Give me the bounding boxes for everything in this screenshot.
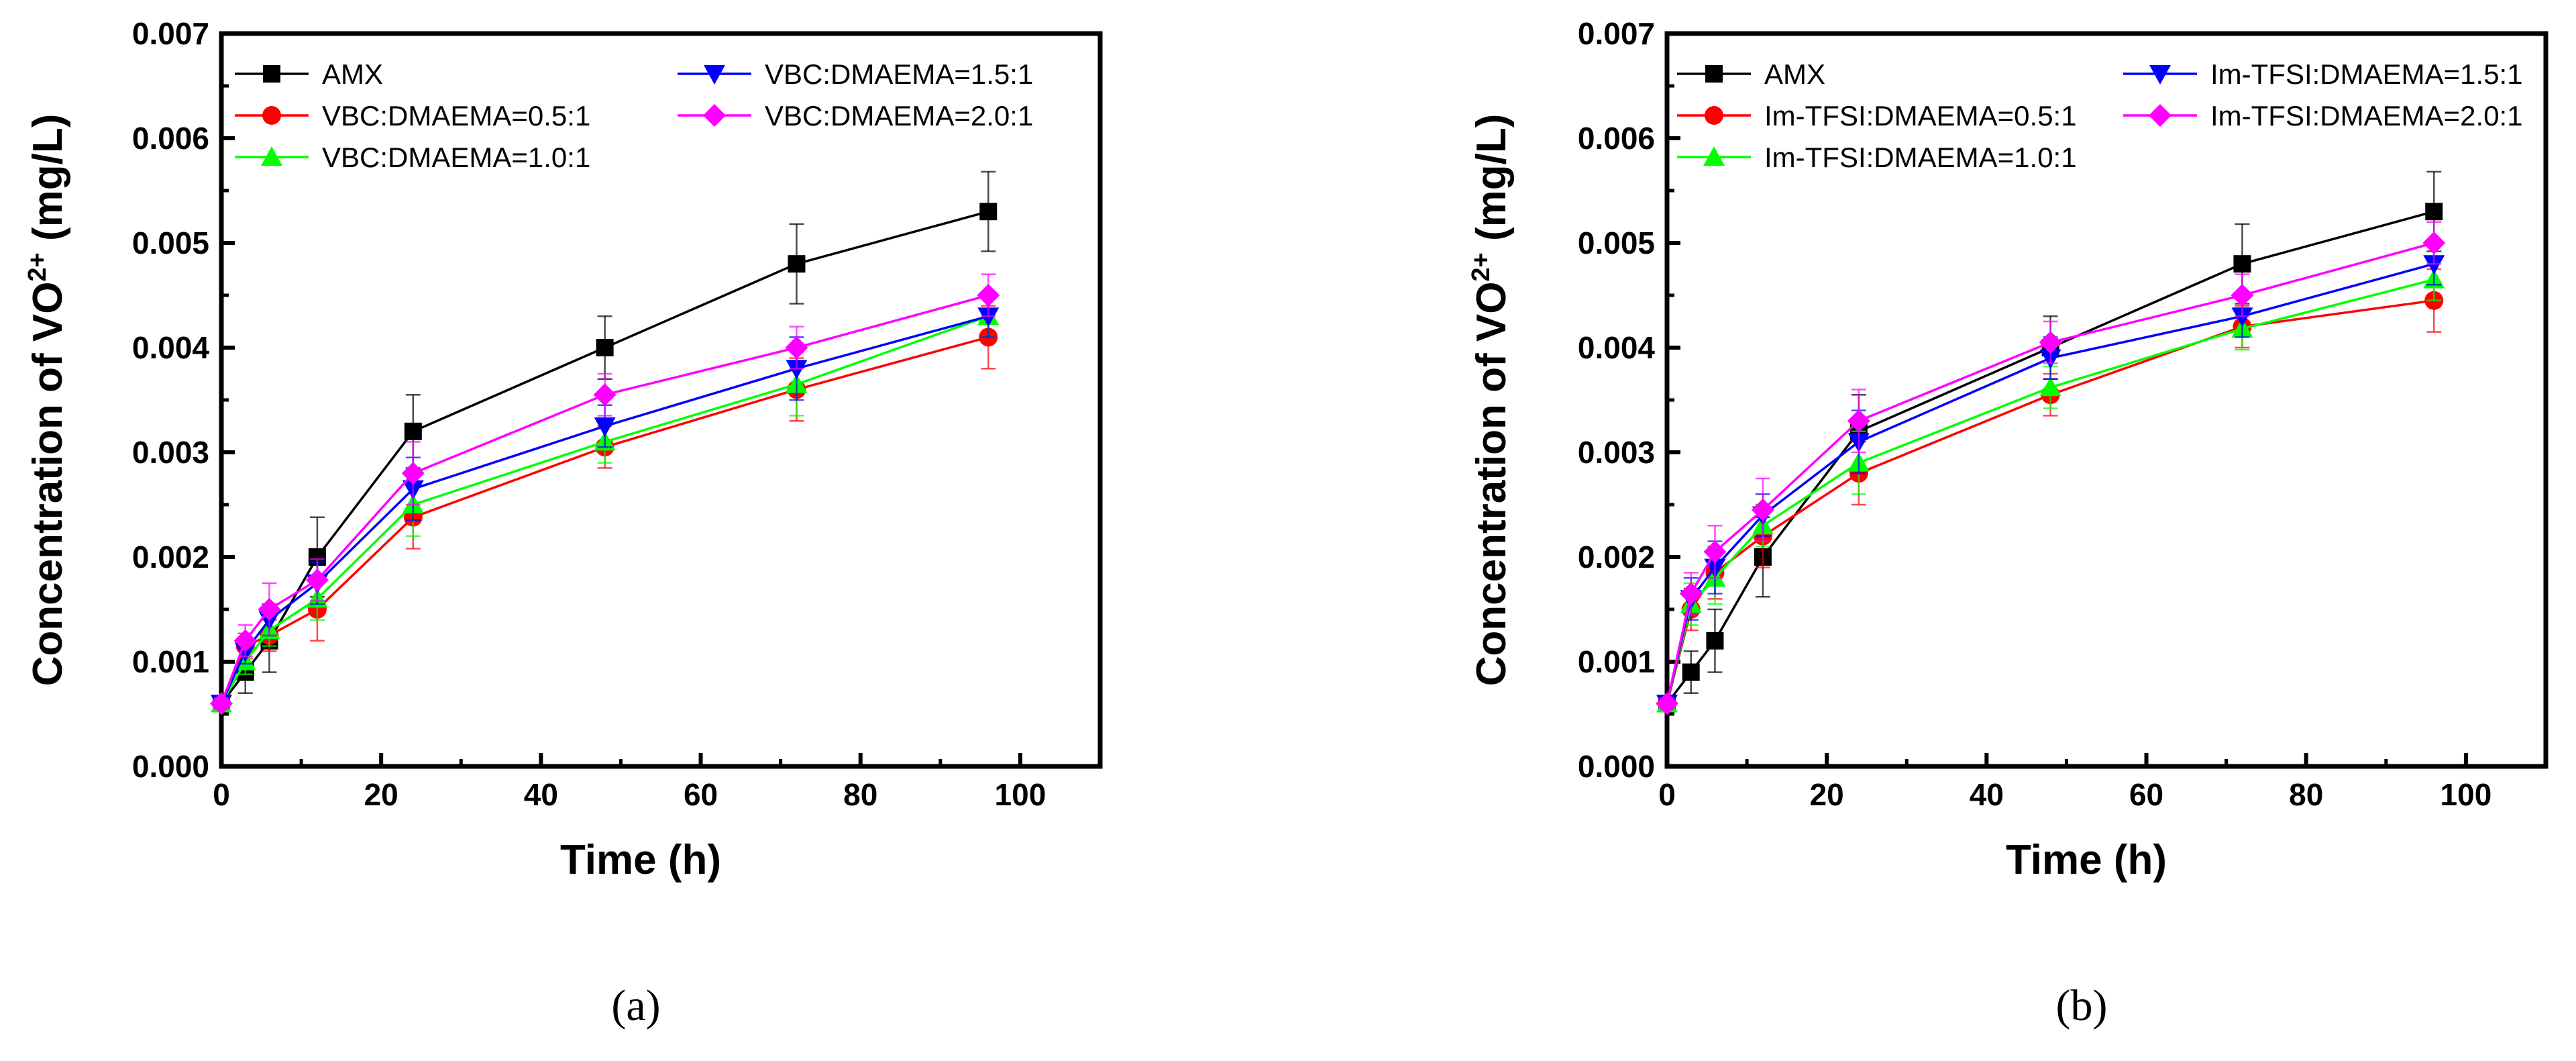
panel-a-y-tick-label: 0.001	[132, 644, 209, 679]
panel-a-y-tick-label: 0.000	[132, 749, 209, 784]
panel-b-y-axis-title-main: Concentration of VO	[1468, 282, 1515, 687]
panel-a-chart: 0 20 40 60 80 100 0.000 0.001 0.002 0.003 0.004 0.0…	[23, 16, 1103, 1030]
panel-a-x-axis-title: Time (h)	[560, 837, 721, 883]
panel-b-y-tick-label: 0.002	[1578, 540, 1655, 574]
panel-b-legend-marker	[1705, 106, 1723, 125]
panel-b-x-tick-label: 0	[1658, 777, 1676, 812]
panel-b-data-point	[2231, 307, 2253, 327]
panel-a-y-axis-title-main: Concentration of VO	[25, 282, 71, 687]
panel-a-data-point	[258, 598, 281, 621]
panel-a-data-point	[305, 568, 329, 592]
panel-a-legend: AMX VBC:DMAEMA=0.5:1 VBC:DMAEMA=1.0:1 VBC:D…	[235, 58, 1033, 173]
panel-b-legend-label: Im-TFSI:DMAEMA=1.0:1	[1764, 142, 2077, 173]
panel-a-data-point	[593, 383, 616, 407]
panel-b-legend-label: Im-TFSI:DMAEMA=0.5:1	[1764, 100, 2077, 132]
panel-b-data-point	[1751, 498, 1774, 521]
panel-a-x-tick-label: 100	[995, 777, 1046, 812]
panel-a-data-point	[233, 629, 257, 652]
panel-b-data-point	[2039, 376, 2061, 397]
panel-b-x-tick-label: 100	[2440, 777, 2492, 812]
panel-b-legend-marker	[1705, 65, 1723, 83]
panel-a-data-point	[404, 422, 422, 440]
panel-b-legend-marker	[2149, 104, 2171, 127]
panel-a-y-axis-title: Concentration of VO2+ (mg/L)	[23, 114, 71, 687]
panel-a-data-point	[210, 692, 233, 715]
panel-b-y-tick-label: 0.000	[1578, 749, 1655, 784]
panel-a-data-point	[979, 203, 998, 221]
panel-a-y-tick-label: 0.006	[132, 121, 209, 156]
panel-b-x-tick-label: 40	[1970, 777, 2004, 812]
panel-b-data-point	[1703, 540, 1727, 564]
panel-a-legend-label: VBC:DMAEMA=2.0:1	[765, 100, 1033, 132]
panel-b-data-point	[2233, 255, 2251, 273]
panel-a-data-point	[977, 284, 1000, 307]
panel-b-x-axis-title: Time (h)	[2006, 837, 2167, 883]
panel-a-y-tick-label: 0.004	[132, 330, 210, 365]
panel-b-data-point	[1847, 409, 1870, 433]
panel-b-legend-label: Im-TFSI:DMAEMA=1.5:1	[2210, 58, 2523, 90]
panel-b-data-point	[2231, 284, 2254, 307]
panel-a-legend-label: VBC:DMAEMA=1.0:1	[322, 142, 590, 173]
panel-b-data-point	[2039, 331, 2062, 354]
panel-a-y-axis-title-unit: (mg/L)	[25, 114, 71, 253]
panel-b-y-axis-title-superscript: 2+	[1467, 252, 1495, 281]
panel-b-x-tick-label: 60	[2129, 777, 2163, 812]
panel-a-legend-marker	[704, 65, 725, 85]
panel-a-x-tick-label: 80	[843, 777, 877, 812]
panel-a-y-tick-label: 0.003	[132, 435, 209, 470]
panel-a-data-point	[401, 462, 425, 485]
panel-b-legend-marker	[2149, 65, 2171, 85]
panel-b-data-point	[2423, 255, 2445, 275]
panel-a-y-tick-label: 0.007	[132, 16, 209, 51]
panel-b-legend-label: AMX	[1764, 58, 1825, 90]
panel-a-y-tick-label: 0.005	[132, 225, 209, 260]
panel-a-legend-label: VBC:DMAEMA=0.5:1	[322, 100, 590, 132]
panel-a-legend-marker	[262, 106, 281, 125]
panel-b-caption: (b)	[2056, 981, 2108, 1030]
panel-a-y-axis-title-superscript: 2+	[23, 252, 52, 281]
panel-a-data-point	[785, 336, 808, 359]
panel-b-y-axis-title-unit: (mg/L)	[1468, 114, 1515, 253]
panel-b-y-tick-label: 0.003	[1578, 435, 1655, 470]
panel-b-x-tick-label: 80	[2289, 777, 2323, 812]
panel-b-data-point	[2425, 203, 2443, 221]
panel-a-series-4	[210, 273, 1000, 715]
panel-a-data-point	[596, 339, 614, 356]
panel-a-legend-marker	[703, 104, 726, 127]
panel-b-y-tick-label: 0.004	[1578, 330, 1656, 365]
panel-a-legend-label: VBC:DMAEMA=1.5:1	[765, 58, 1033, 90]
panel-a-caption: (a)	[611, 981, 660, 1030]
panel-a-data-point	[977, 307, 1000, 327]
panel-a-y-tick-label: 0.002	[132, 540, 209, 574]
panel-b-chart: 0 20 40 60 80 100 0.000 0.001 0.002 0.003 0.004 0.0…	[1467, 16, 2548, 1030]
panel-a-x-tick-label: 0	[213, 777, 230, 812]
panel-a-legend-marker	[263, 65, 280, 83]
panel-b-data-point	[1706, 631, 1724, 650]
panel-a-data-point	[786, 360, 808, 380]
panel-a-x-tick-label: 60	[684, 777, 718, 812]
panel-b-x-tick-label: 20	[1810, 777, 1844, 812]
panel-b-data-point	[2422, 232, 2446, 254]
panel-b-legend-label: Im-TFSI:DMAEMA=2.0:1	[2210, 100, 2523, 132]
panel-a-legend-label: AMX	[322, 58, 383, 90]
panel-b-y-tick-label: 0.001	[1578, 644, 1655, 679]
panel-b-series-4	[1656, 221, 2446, 715]
panel-a-data-point	[788, 255, 806, 273]
panel-b-data-point	[1656, 692, 1678, 715]
panel-a-x-tick-label: 40	[524, 777, 558, 812]
panel-b-y-tick-label: 0.006	[1578, 121, 1655, 156]
panel-b-y-tick-label: 0.007	[1578, 16, 1655, 51]
panel-a-x-tick-label: 20	[364, 777, 398, 812]
panel-b-y-axis-title: Concentration of VO2+ (mg/L)	[1467, 114, 1515, 687]
panel-b-legend-marker	[1703, 146, 1725, 166]
panel-b-data-point	[1679, 582, 1703, 605]
panel-b-legend: AMX Im-TFSI:DMAEMA=0.5:1 Im-TFSI:DMAEMA=1.…	[1677, 58, 2523, 173]
panel-b-data-point	[1682, 663, 1700, 681]
panel-b-y-tick-label: 0.005	[1578, 225, 1655, 260]
panel-a-data-point	[594, 417, 616, 437]
panel-a-legend-marker	[261, 146, 282, 166]
